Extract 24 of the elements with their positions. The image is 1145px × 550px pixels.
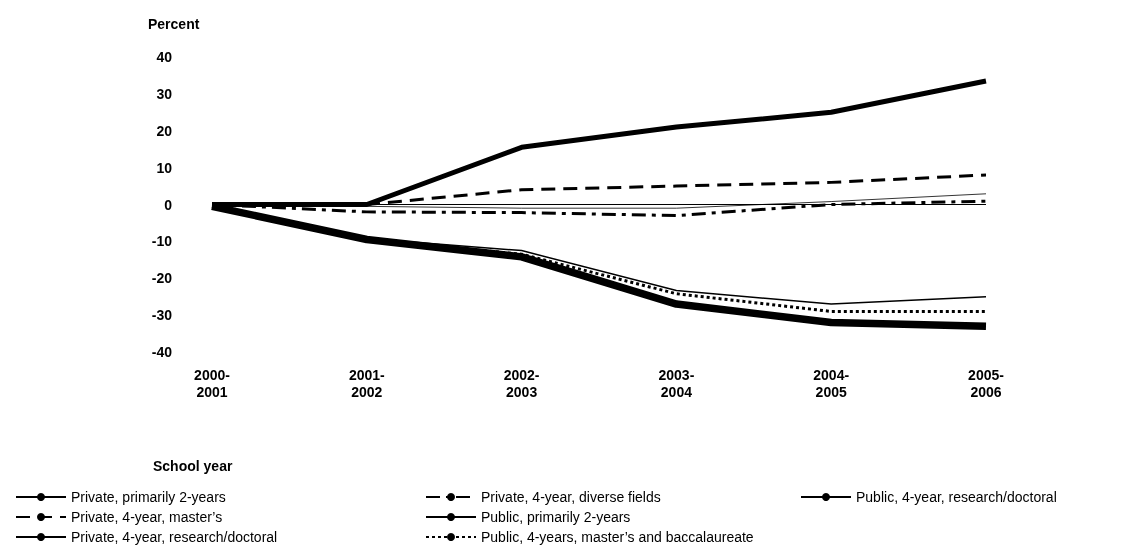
y-tick-label: 20 xyxy=(156,122,173,139)
x-tick-label: 2002- 2003 xyxy=(503,366,540,400)
y-tick-label: -10 xyxy=(151,233,173,250)
y-axis-title: Percent xyxy=(148,16,200,32)
legend-label: Public, primarily 2-years xyxy=(481,509,631,525)
x-axis-title: School year xyxy=(153,458,233,474)
y-tick-label: 40 xyxy=(156,49,173,65)
legend-label: Public, 4-years, master’s and baccalaureate xyxy=(481,529,754,545)
legend-label: Private, 4-year, diverse fields xyxy=(481,489,661,505)
x-tick-label: 2000- 2001 xyxy=(194,366,231,400)
y-tick-label: 30 xyxy=(156,85,173,102)
legend-label: Private, 4-year, master’s xyxy=(71,509,223,525)
x-tick-label: 2001- 2002 xyxy=(348,366,386,400)
y-tick-label: 0 xyxy=(164,196,173,213)
x-tick-label: 2004- 2005 xyxy=(813,366,850,400)
y-tick-label: -20 xyxy=(151,270,173,287)
y-tick-label: -30 xyxy=(151,307,173,324)
x-tick-label: 2005- 2006 xyxy=(968,366,1005,400)
x-tick-label: 2003- 2004 xyxy=(658,366,695,400)
legend-label: Public, 4-year, research/doctoral xyxy=(856,489,1057,505)
y-tick-label: -40 xyxy=(151,344,173,360)
y-tick-label: 10 xyxy=(156,159,173,176)
legend-label: Private, 4-year, research/doctoral xyxy=(71,529,278,545)
legend-label: Private, primarily 2-years xyxy=(71,489,226,505)
